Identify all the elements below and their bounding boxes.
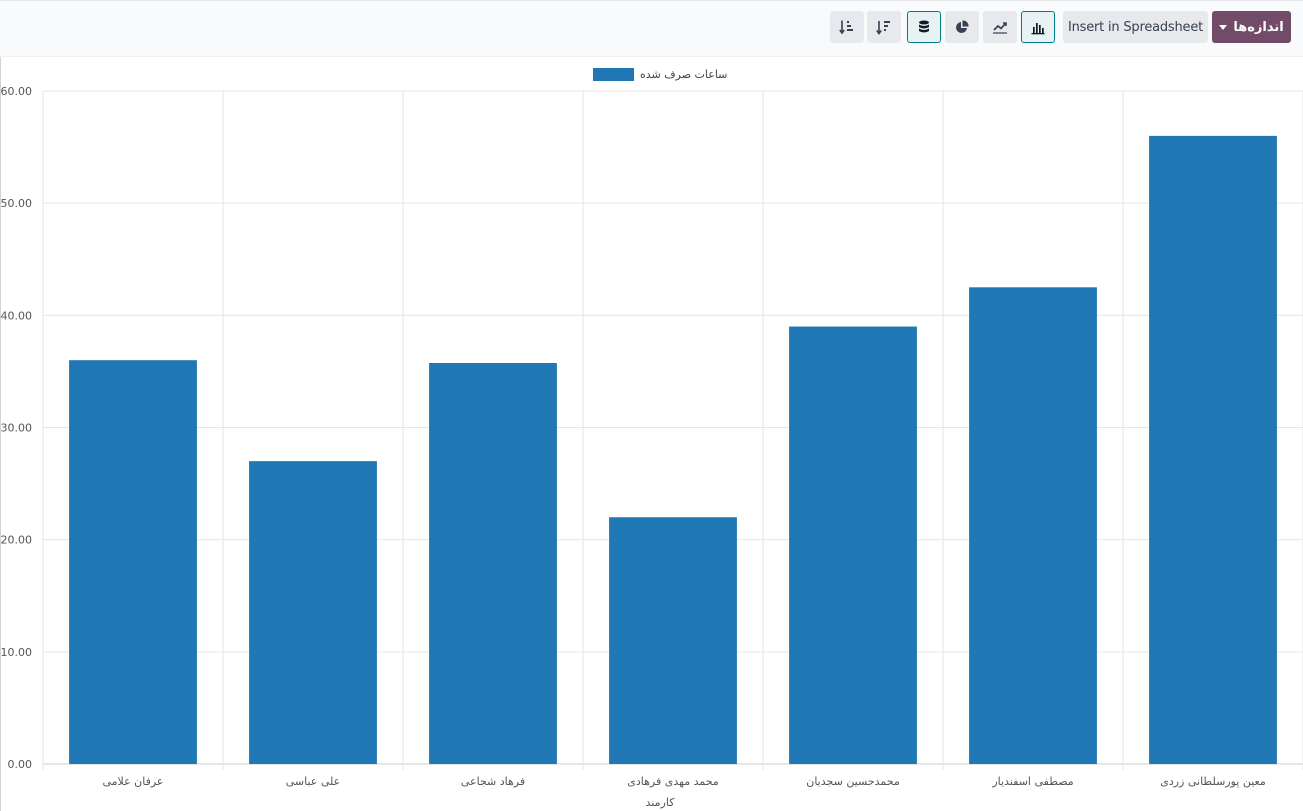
x-tick-label: عرفان علامی [102,775,163,788]
ascending-sort-icon [876,21,890,35]
measures-dropdown-button[interactable]: اندازه‌ها [1212,11,1291,43]
stacked-toggle-button[interactable] [907,11,941,43]
x-axis-label: کارمند [646,796,676,809]
bar[interactable] [789,326,917,764]
pie-chart-button[interactable] [945,11,979,43]
chart-container: 0.00 10.00 20.00 30.00 40.00 50.00 60.00 عرفان … [0,57,1303,811]
bar[interactable] [429,363,557,764]
y-tick-label: 0.00 [8,758,33,771]
insert-in-spreadsheet-button[interactable]: Insert in Spreadsheet [1063,11,1208,43]
x-tick-label: محمدحسین سجدیان [806,775,900,788]
bar[interactable] [609,517,737,764]
y-tick-label: 60.00 [1,85,32,98]
x-tick-label: معین پورسلطانی زردی [1160,775,1266,788]
y-tick-label: 30.00 [1,422,32,435]
bar[interactable] [69,360,197,764]
y-tick-label: 10.00 [1,646,32,659]
graph-toolbar: Insert in Spreadsheet اندازه‌ها [0,0,1303,57]
y-tick-label: 50.00 [1,197,32,210]
bar-chart-button[interactable] [1021,11,1055,43]
caret-down-icon [1219,24,1228,30]
line-chart-button[interactable] [983,11,1017,43]
legend-swatch[interactable] [593,68,634,81]
descending-sort-icon [839,20,853,35]
bar[interactable] [249,461,377,764]
x-tick-label: فرهاد شجاعی [461,775,525,788]
x-tick-label: محمد مهدی فرهادی [627,775,719,788]
bar[interactable] [1149,135,1277,764]
pie-chart-icon [956,20,969,33]
descending-sort-button[interactable] [830,11,864,43]
bar-chart: 0.00 10.00 20.00 30.00 40.00 50.00 60.00 عرفان … [1,68,1303,809]
insert-in-spreadsheet-label: Insert in Spreadsheet [1067,19,1204,35]
y-tick-label: 40.00 [1,309,32,322]
y-tick-label: 20.00 [1,534,32,547]
x-tick-label: علی عباسی [286,775,341,788]
bar-chart-icon [1031,23,1045,35]
legend-label[interactable]: ساعات صرف شده [640,68,727,81]
line-chart-icon [993,22,1007,34]
ascending-sort-button[interactable] [867,11,901,43]
database-icon [919,20,929,33]
x-tick-label: مصطفی اسفندیار [991,775,1073,788]
measures-label: اندازه‌ها [1233,19,1284,35]
bar[interactable] [969,287,1097,764]
